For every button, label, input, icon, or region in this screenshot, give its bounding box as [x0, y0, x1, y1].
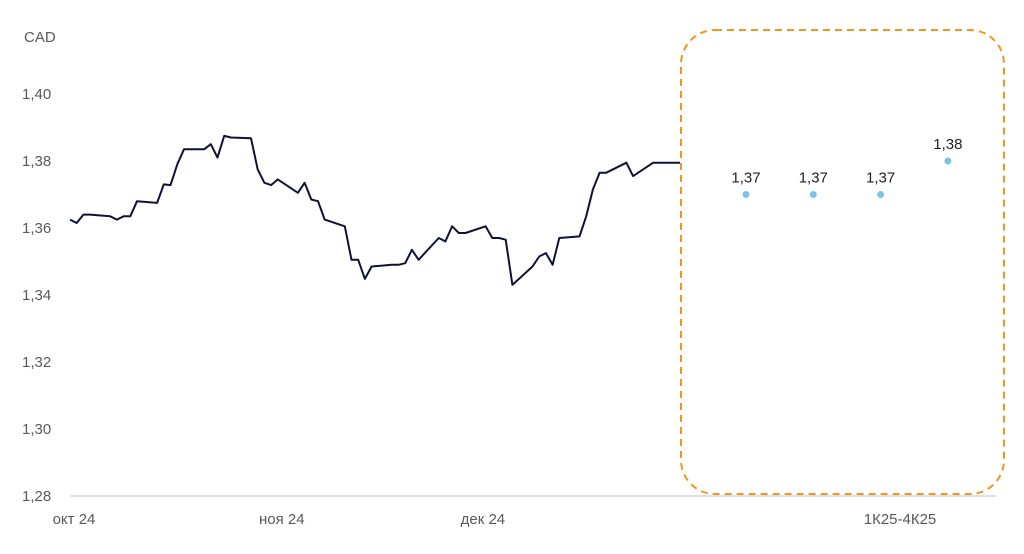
- forecast-highlight-box: [680, 29, 1005, 495]
- forecast-data-label: 1,37: [799, 170, 828, 187]
- y-tick-label: 1,30: [22, 421, 51, 438]
- forecast-data-label: 1,37: [731, 170, 760, 187]
- x-tick-label: дек 24: [461, 511, 506, 528]
- y-axis: 1,28 1,30 1,32 1,34 1,36 1,38 1,40: [22, 86, 51, 505]
- x-tick-label: 1К25-4К25: [864, 511, 937, 528]
- forecast-point: [809, 191, 817, 198]
- x-tick-label: ноя 24: [259, 511, 305, 528]
- y-tick-label: 1,36: [22, 220, 51, 237]
- y-tick-label: 1,28: [22, 488, 51, 505]
- forecast-data-label: 1,37: [866, 170, 895, 187]
- y-tick-label: 1,38: [22, 153, 51, 170]
- series-line-historical: [69, 134, 680, 286]
- y-axis-unit-label: CAD: [24, 29, 56, 46]
- forecast-point: [944, 157, 952, 165]
- y-tick-label: 1,32: [22, 354, 51, 371]
- forecast-data-label: 1,38: [933, 136, 962, 153]
- x-tick-label: окт 24: [53, 511, 96, 528]
- y-tick-label: 1,40: [22, 86, 51, 103]
- forecast-point: [877, 191, 885, 198]
- forecast-points: 1,37 1,37 1,37 1,38: [731, 136, 963, 198]
- y-tick-label: 1,34: [22, 287, 51, 304]
- forecast-point: [742, 191, 750, 198]
- x-axis: окт 24 ноя 24 дек 24 1К25-4К25: [53, 511, 937, 528]
